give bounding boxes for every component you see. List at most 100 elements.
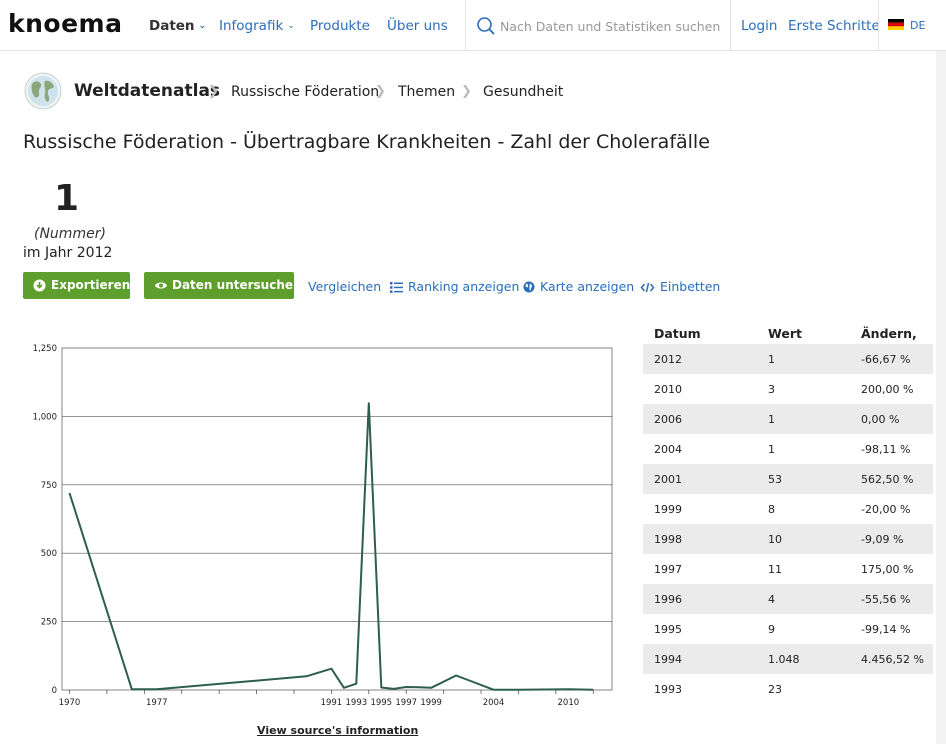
scrollbar[interactable] [936,51,946,744]
nav-daten[interactable]: Daten ⌄ [149,18,206,34]
x-tick-label: 1977 [146,698,168,708]
breadcrumb-item-health[interactable]: Gesundheit [483,84,564,100]
cell-value: 23 [768,683,782,696]
x-tick-label: 1999 [420,698,442,708]
cell-date: 2012 [654,353,682,366]
map-label: Karte anzeigen [540,279,635,294]
export-button[interactable]: Exportieren [23,272,130,299]
data-point[interactable] [66,490,72,496]
table-row: 1998 10 -9,09 % [643,524,933,554]
x-tick-label: 1970 [59,698,81,708]
cell-change: 562,50 % [861,473,914,486]
data-point[interactable] [154,686,160,692]
getting-started-link[interactable]: Erste Schritte [788,18,880,34]
breadcrumb-root[interactable]: Weltdatenatlas [74,81,221,101]
x-tick-label: 1997 [395,698,417,708]
search-input[interactable] [500,14,726,38]
chevron-down-icon: ⌄ [198,21,207,31]
header-value: Wert [768,326,802,341]
cell-value: 1.048 [768,653,800,666]
cell-value: 9 [768,623,775,636]
cell-value: 11 [768,563,782,576]
login-link[interactable]: Login [741,18,778,34]
download-icon [33,279,46,292]
knoema-logo[interactable]: knoema [8,9,123,38]
cell-date: 2001 [654,473,682,486]
cell-date: 1998 [654,533,682,546]
table-row: 1997 11 175,00 % [643,554,933,584]
series-line[interactable] [68,402,594,691]
chevron-right-icon: ❯ [208,84,219,99]
globe-icon[interactable] [24,72,62,110]
cell-value: 3 [768,383,775,396]
cell-value: 10 [768,533,782,546]
chevron-right-icon: ❯ [375,84,386,99]
export-label: Exportieren [51,278,131,292]
data-point[interactable] [129,686,135,692]
data-point[interactable] [416,684,422,690]
cell-change: 4.456,52 % [861,653,924,666]
table-row: 2012 1 -66,67 % [643,344,933,374]
nav-daten-label: Daten [149,18,195,34]
cell-date: 2004 [654,443,682,456]
cell-value: 53 [768,473,782,486]
cell-change: -20,00 % [861,503,911,516]
x-tick-label: 2004 [483,698,505,708]
source-info-link[interactable]: View source's information [257,724,419,737]
page-title: Russische Föderation - Übertragbare Kran… [23,131,710,153]
table-header: Datum Wert Ändern, % [643,320,933,356]
cell-value: 1 [768,443,775,456]
cell-date: 2010 [654,383,682,396]
divider [878,0,879,51]
data-point[interactable] [353,681,359,687]
list-icon [390,282,403,293]
nav-produkte[interactable]: Produkte [310,18,370,34]
y-tick-label: 1,000 [33,412,57,422]
search-icon[interactable] [476,16,496,36]
data-point[interactable] [491,687,497,693]
chevron-down-icon: ⌄ [287,21,295,31]
cell-date: 1997 [654,563,682,576]
cell-date: 2006 [654,413,682,426]
cell-change: 0,00 % [861,413,900,426]
data-point[interactable] [453,672,459,678]
header-date: Datum [654,326,701,341]
chevron-right-icon: ❯ [461,84,472,99]
cell-change: 200,00 % [861,383,914,396]
data-point[interactable] [303,673,309,679]
compare-link[interactable]: Vergleichen [308,279,382,294]
data-point[interactable] [341,685,347,691]
ranking-label: Ranking anzeigen [408,279,520,294]
cell-change: -55,56 % [861,593,911,606]
data-point[interactable] [366,400,372,406]
data-point[interactable] [403,684,409,690]
latest-value: 1 [54,178,80,219]
data-point[interactable] [328,666,334,672]
ranking-link[interactable]: Ranking anzeigen [390,279,519,294]
cell-change: -66,67 % [861,353,911,366]
explore-data-button[interactable]: Daten untersuchen [144,272,302,299]
data-point[interactable] [378,685,384,691]
nav-infografik[interactable]: Infografik ⌄ [219,18,295,34]
map-link[interactable]: Karte anzeigen [523,279,634,294]
code-icon [640,282,655,293]
nav-ueber-uns[interactable]: Über uns [387,18,448,34]
data-point[interactable] [590,687,596,693]
german-flag-icon [888,19,904,30]
top-navigation-bar: knoema Daten ⌄ Infografik ⌄ Produkte Über … [0,0,946,51]
breadcrumb-item-topics[interactable]: Themen [398,84,456,100]
cell-value: 4 [768,593,775,606]
data-point[interactable] [565,686,571,692]
data-point[interactable] [391,686,397,692]
y-tick-label: 750 [41,481,57,491]
language-selector[interactable]: DE [888,19,925,32]
data-point[interactable] [428,685,434,691]
cell-value: 1 [768,353,775,366]
x-tick-label: 1995 [370,698,392,708]
table-body: 2012 1 -66,67 % 2010 3 200,00 % 2006 1 0,00 % 200… [643,344,933,704]
divider [730,0,731,51]
data-point[interactable] [515,687,521,693]
breadcrumb-item-country[interactable]: Russische Föderation [231,84,380,100]
embed-link[interactable]: Einbetten [640,279,720,294]
table-row: 1995 9 -99,14 % [643,614,933,644]
